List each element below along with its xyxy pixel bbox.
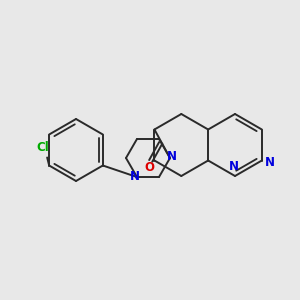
Text: N: N xyxy=(167,151,177,164)
Text: N: N xyxy=(229,160,239,172)
Text: N: N xyxy=(265,156,275,169)
Text: N: N xyxy=(130,169,140,183)
Text: Cl: Cl xyxy=(37,141,50,154)
Text: O: O xyxy=(144,161,154,174)
